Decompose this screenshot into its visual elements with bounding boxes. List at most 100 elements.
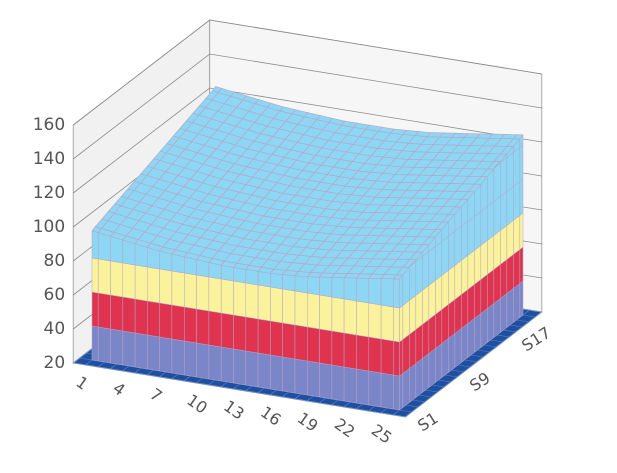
side-band xyxy=(467,249,475,291)
side-band xyxy=(441,337,449,379)
side-band xyxy=(356,300,370,338)
side-band xyxy=(500,190,508,232)
y-tick-label: 40 xyxy=(44,319,66,339)
side-band xyxy=(519,212,524,251)
side-band xyxy=(519,144,524,183)
side-band xyxy=(307,292,320,330)
side-band xyxy=(519,280,524,319)
side-band xyxy=(368,370,382,408)
side-band xyxy=(513,146,521,188)
side-band xyxy=(467,283,475,325)
side-band xyxy=(461,220,469,262)
floor-grid xyxy=(405,311,542,418)
side-band xyxy=(159,268,173,306)
side-band xyxy=(506,219,514,261)
side-band xyxy=(343,277,357,302)
side-band xyxy=(257,352,271,390)
side-band xyxy=(409,260,417,302)
side-band xyxy=(428,347,436,389)
y-tick-label: 20 xyxy=(44,353,66,373)
side-band xyxy=(506,287,514,329)
side-band xyxy=(487,200,495,242)
side-band xyxy=(245,316,259,354)
side-band xyxy=(399,304,404,343)
side-band xyxy=(474,244,482,286)
side-band xyxy=(480,239,488,281)
side-band xyxy=(513,180,521,222)
side-band xyxy=(307,360,320,398)
side-band xyxy=(97,232,111,262)
side-band xyxy=(233,314,247,352)
y-tick-label: 100 xyxy=(33,217,65,237)
x-tick-label: 7 xyxy=(146,384,165,405)
side-band xyxy=(319,276,333,298)
side-band xyxy=(422,352,430,394)
side-band xyxy=(245,282,259,320)
side-band xyxy=(307,326,320,364)
side-band xyxy=(448,298,456,340)
side-band xyxy=(474,312,482,354)
side-band xyxy=(331,330,345,368)
side-band xyxy=(399,338,404,377)
side-band xyxy=(356,277,370,304)
side-band xyxy=(368,336,382,374)
side-band xyxy=(493,229,501,271)
side-band xyxy=(208,262,222,280)
side-band xyxy=(380,278,394,308)
side-band xyxy=(208,310,222,348)
side-band xyxy=(91,230,99,260)
side-band xyxy=(393,278,400,309)
side-band xyxy=(393,340,400,377)
side-band xyxy=(184,256,197,276)
side-band xyxy=(441,303,449,345)
side-band xyxy=(461,288,469,330)
side-band xyxy=(294,324,308,362)
side-band xyxy=(454,225,462,267)
side-band xyxy=(319,328,333,366)
side-band xyxy=(513,214,521,256)
side-band xyxy=(319,362,333,400)
side-band xyxy=(467,317,475,359)
side-band xyxy=(184,306,197,344)
side-band xyxy=(409,362,417,404)
side-band xyxy=(233,348,247,386)
side-band xyxy=(97,326,111,364)
side-band xyxy=(506,253,514,295)
side-band xyxy=(91,325,99,362)
side-band xyxy=(356,368,370,406)
grid-line xyxy=(72,87,542,194)
side-band xyxy=(441,269,449,311)
x-tick-label: 25 xyxy=(368,420,396,447)
side-band xyxy=(409,294,417,336)
side-band xyxy=(519,178,524,217)
side-band xyxy=(233,280,247,318)
side-band xyxy=(245,269,259,286)
x-tick-label: 16 xyxy=(257,402,285,429)
y-tick-label: 140 xyxy=(33,149,65,169)
side-band xyxy=(368,302,382,340)
side-band xyxy=(208,276,222,314)
series-label: S1 xyxy=(414,408,441,435)
side-band xyxy=(480,307,488,349)
side-band xyxy=(294,358,308,396)
side-band xyxy=(208,344,222,382)
series-label: S9 xyxy=(466,368,493,395)
side-band xyxy=(487,268,495,310)
side-band xyxy=(343,332,357,370)
side-band xyxy=(493,263,501,305)
side-band xyxy=(461,254,469,296)
side-band xyxy=(110,294,124,332)
side-band xyxy=(428,245,436,287)
side-band xyxy=(343,366,357,404)
side-band xyxy=(110,236,124,264)
side-band xyxy=(493,161,501,203)
side-band xyxy=(506,185,514,227)
side-band xyxy=(474,278,482,320)
side-band xyxy=(270,273,283,290)
side-band xyxy=(474,210,482,252)
side-band xyxy=(294,275,308,294)
side-band xyxy=(134,243,148,268)
x-tick-label: 19 xyxy=(294,408,322,435)
side-band xyxy=(97,292,111,330)
side-band xyxy=(422,318,430,360)
